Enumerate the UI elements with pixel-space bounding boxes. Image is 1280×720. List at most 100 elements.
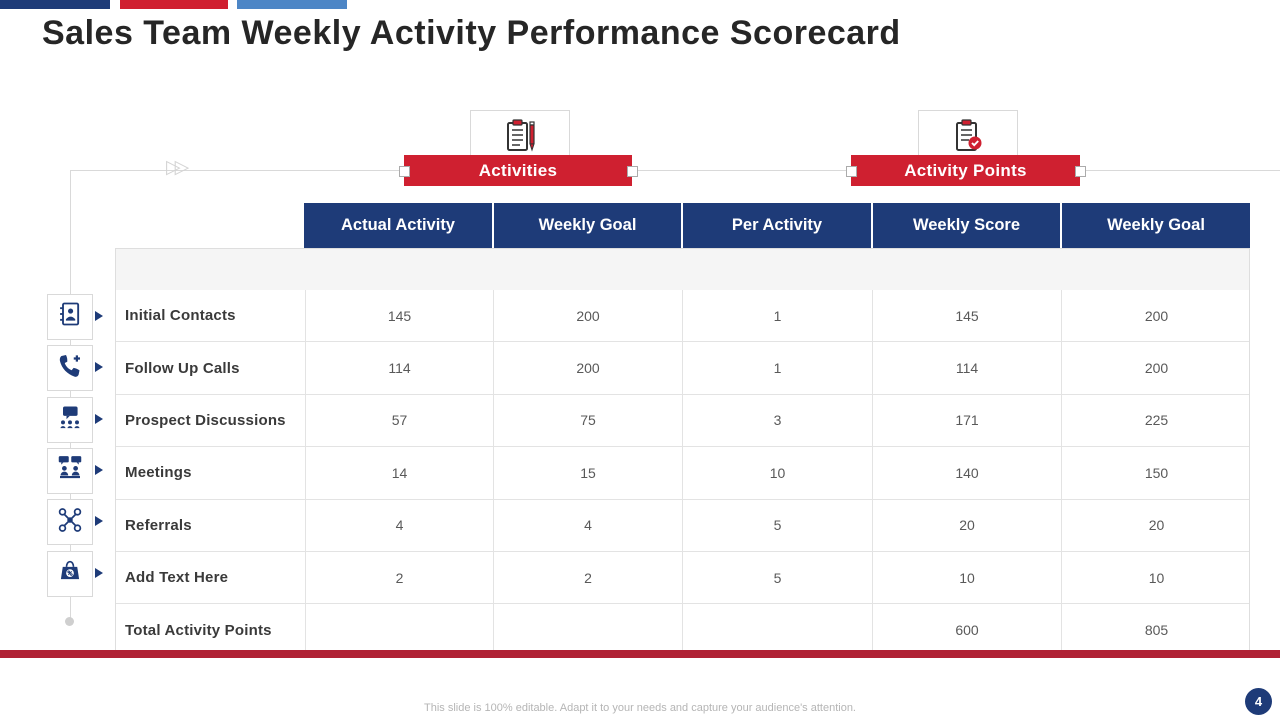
contact-book-icon-box[interactable] xyxy=(47,293,93,340)
value-cell[interactable]: 145 xyxy=(305,290,493,342)
connector-line-vertical xyxy=(70,170,71,622)
meeting-icon-box[interactable] xyxy=(47,447,93,494)
value-cell[interactable]: 14 xyxy=(305,447,493,499)
row-pointer-arrow-icon xyxy=(95,362,103,373)
bottom-red-bar xyxy=(0,650,1280,658)
double-chevron-icon: ▷▷ xyxy=(166,157,189,178)
row-pointer-arrow-icon xyxy=(95,413,103,424)
value-cell[interactable]: 200 xyxy=(493,342,682,394)
row-label[interactable]: Prospect Discussions xyxy=(125,411,286,429)
table-row: Total Activity Points 600 805 xyxy=(116,603,1251,656)
value-cell[interactable]: 1 xyxy=(682,342,872,394)
referral-network-icon xyxy=(55,505,85,540)
value-cell[interactable]: 5 xyxy=(682,551,872,604)
value-cell[interactable]: 4 xyxy=(305,499,493,551)
clipboard-check-icon xyxy=(948,111,988,163)
value-cell[interactable]: 3 xyxy=(682,394,872,447)
contact-book-icon xyxy=(56,300,84,333)
value-cell[interactable]: 200 xyxy=(493,290,682,342)
connector-line-left xyxy=(70,170,404,171)
table-row: Add Text Here 2 2 5 10 10 xyxy=(116,550,1251,604)
table-header-row: Actual Activity Weekly Goal Per Activity We… xyxy=(115,203,1250,248)
connector-end-dot xyxy=(65,617,74,626)
selection-handle[interactable] xyxy=(627,166,638,177)
top-bar-red-segment xyxy=(120,0,228,9)
value-cell[interactable]: 10 xyxy=(682,447,872,499)
value-cell[interactable]: 5 xyxy=(682,499,872,551)
value-cell[interactable]: 20 xyxy=(872,499,1061,551)
value-cell[interactable]: 805 xyxy=(1061,604,1251,656)
table-row: Referrals 4 4 5 20 20 xyxy=(116,498,1251,551)
activities-banner[interactable]: Activities xyxy=(404,155,632,186)
top-bar-blue-segment xyxy=(237,0,347,9)
value-cell[interactable]: 15 xyxy=(493,447,682,499)
activities-banner-label: Activities xyxy=(478,160,558,180)
column-header[interactable]: Weekly Goal xyxy=(1060,203,1250,248)
value-cell[interactable]: 114 xyxy=(305,342,493,394)
page-number-badge: 4 xyxy=(1245,688,1272,715)
activity-points-banner-label: Activity Points xyxy=(904,160,1027,180)
selection-handle[interactable] xyxy=(846,166,857,177)
value-cell[interactable]: 2 xyxy=(493,551,682,604)
value-cell[interactable]: 4 xyxy=(493,499,682,551)
value-cell[interactable]: 75 xyxy=(493,394,682,447)
table-body: Initial Contacts 145 200 1 145 200 Follow Up C… xyxy=(115,248,1250,657)
value-cell[interactable]: 140 xyxy=(872,447,1061,499)
value-cell[interactable] xyxy=(305,604,493,656)
column-header[interactable]: Weekly Score xyxy=(871,203,1060,248)
row-label[interactable]: Add Text Here xyxy=(125,569,229,587)
column-header[interactable]: Weekly Goal xyxy=(492,203,681,248)
row-label[interactable]: Initial Contacts xyxy=(125,307,236,325)
value-cell[interactable] xyxy=(493,604,682,656)
connector-line-middle xyxy=(632,170,851,171)
empty-spacer-row xyxy=(116,248,1249,290)
meeting-icon xyxy=(55,453,85,488)
discount-bag-icon-box[interactable] xyxy=(47,550,93,597)
referral-network-icon-box[interactable] xyxy=(47,499,93,546)
table-row: Meetings 14 15 10 140 150 xyxy=(116,446,1251,499)
discussion-icon-box[interactable] xyxy=(47,396,93,443)
value-cell[interactable]: 200 xyxy=(1061,342,1251,394)
value-cell[interactable]: 114 xyxy=(872,342,1061,394)
page-title[interactable]: Sales Team Weekly Activity Performance S… xyxy=(42,14,901,52)
row-pointer-arrow-icon xyxy=(95,310,103,321)
value-cell[interactable]: 57 xyxy=(305,394,493,447)
value-cell[interactable] xyxy=(682,604,872,656)
activity-points-banner[interactable]: Activity Points xyxy=(851,155,1080,186)
value-cell[interactable]: 225 xyxy=(1061,394,1251,447)
row-label[interactable]: Total Activity Points xyxy=(125,621,272,639)
discussion-icon xyxy=(56,403,84,436)
top-bar-navy-segment xyxy=(0,0,110,9)
column-header[interactable]: Actual Activity xyxy=(304,203,492,248)
phone-plus-icon-box[interactable] xyxy=(47,345,93,392)
value-cell[interactable]: 150 xyxy=(1061,447,1251,499)
value-cell[interactable]: 171 xyxy=(872,394,1061,447)
row-pointer-arrow-icon xyxy=(95,464,103,475)
table-row: Initial Contacts 145 200 1 145 200 xyxy=(116,290,1251,342)
value-cell[interactable]: 1 xyxy=(682,290,872,342)
selection-handle[interactable] xyxy=(399,166,410,177)
column-header[interactable]: Per Activity xyxy=(681,203,871,248)
scorecard-table: Actual Activity Weekly Goal Per Activity We… xyxy=(115,203,1250,657)
row-pointer-arrow-icon xyxy=(95,567,103,578)
value-cell[interactable]: 20 xyxy=(1061,499,1251,551)
value-cell[interactable]: 600 xyxy=(872,604,1061,656)
discount-bag-icon xyxy=(56,557,84,590)
phone-plus-icon xyxy=(55,351,85,386)
value-cell[interactable]: 10 xyxy=(872,551,1061,604)
header-spacer-cell xyxy=(115,203,304,248)
row-label[interactable]: Referrals xyxy=(125,516,192,534)
connector-line-right xyxy=(1080,170,1280,171)
value-cell[interactable]: 145 xyxy=(872,290,1061,342)
table-row: Follow Up Calls 114 200 1 114 200 xyxy=(116,341,1251,394)
row-label[interactable]: Meetings xyxy=(125,464,192,482)
value-cell[interactable]: 10 xyxy=(1061,551,1251,604)
value-cell[interactable]: 2 xyxy=(305,551,493,604)
selection-handle[interactable] xyxy=(1075,166,1086,177)
value-cell[interactable]: 200 xyxy=(1061,290,1251,342)
table-row: Prospect Discussions 57 75 3 171 225 xyxy=(116,393,1251,447)
row-label[interactable]: Follow Up Calls xyxy=(125,359,240,377)
footer-note: This slide is 100% editable. Adapt it to… xyxy=(424,702,856,714)
row-pointer-arrow-icon xyxy=(95,516,103,527)
